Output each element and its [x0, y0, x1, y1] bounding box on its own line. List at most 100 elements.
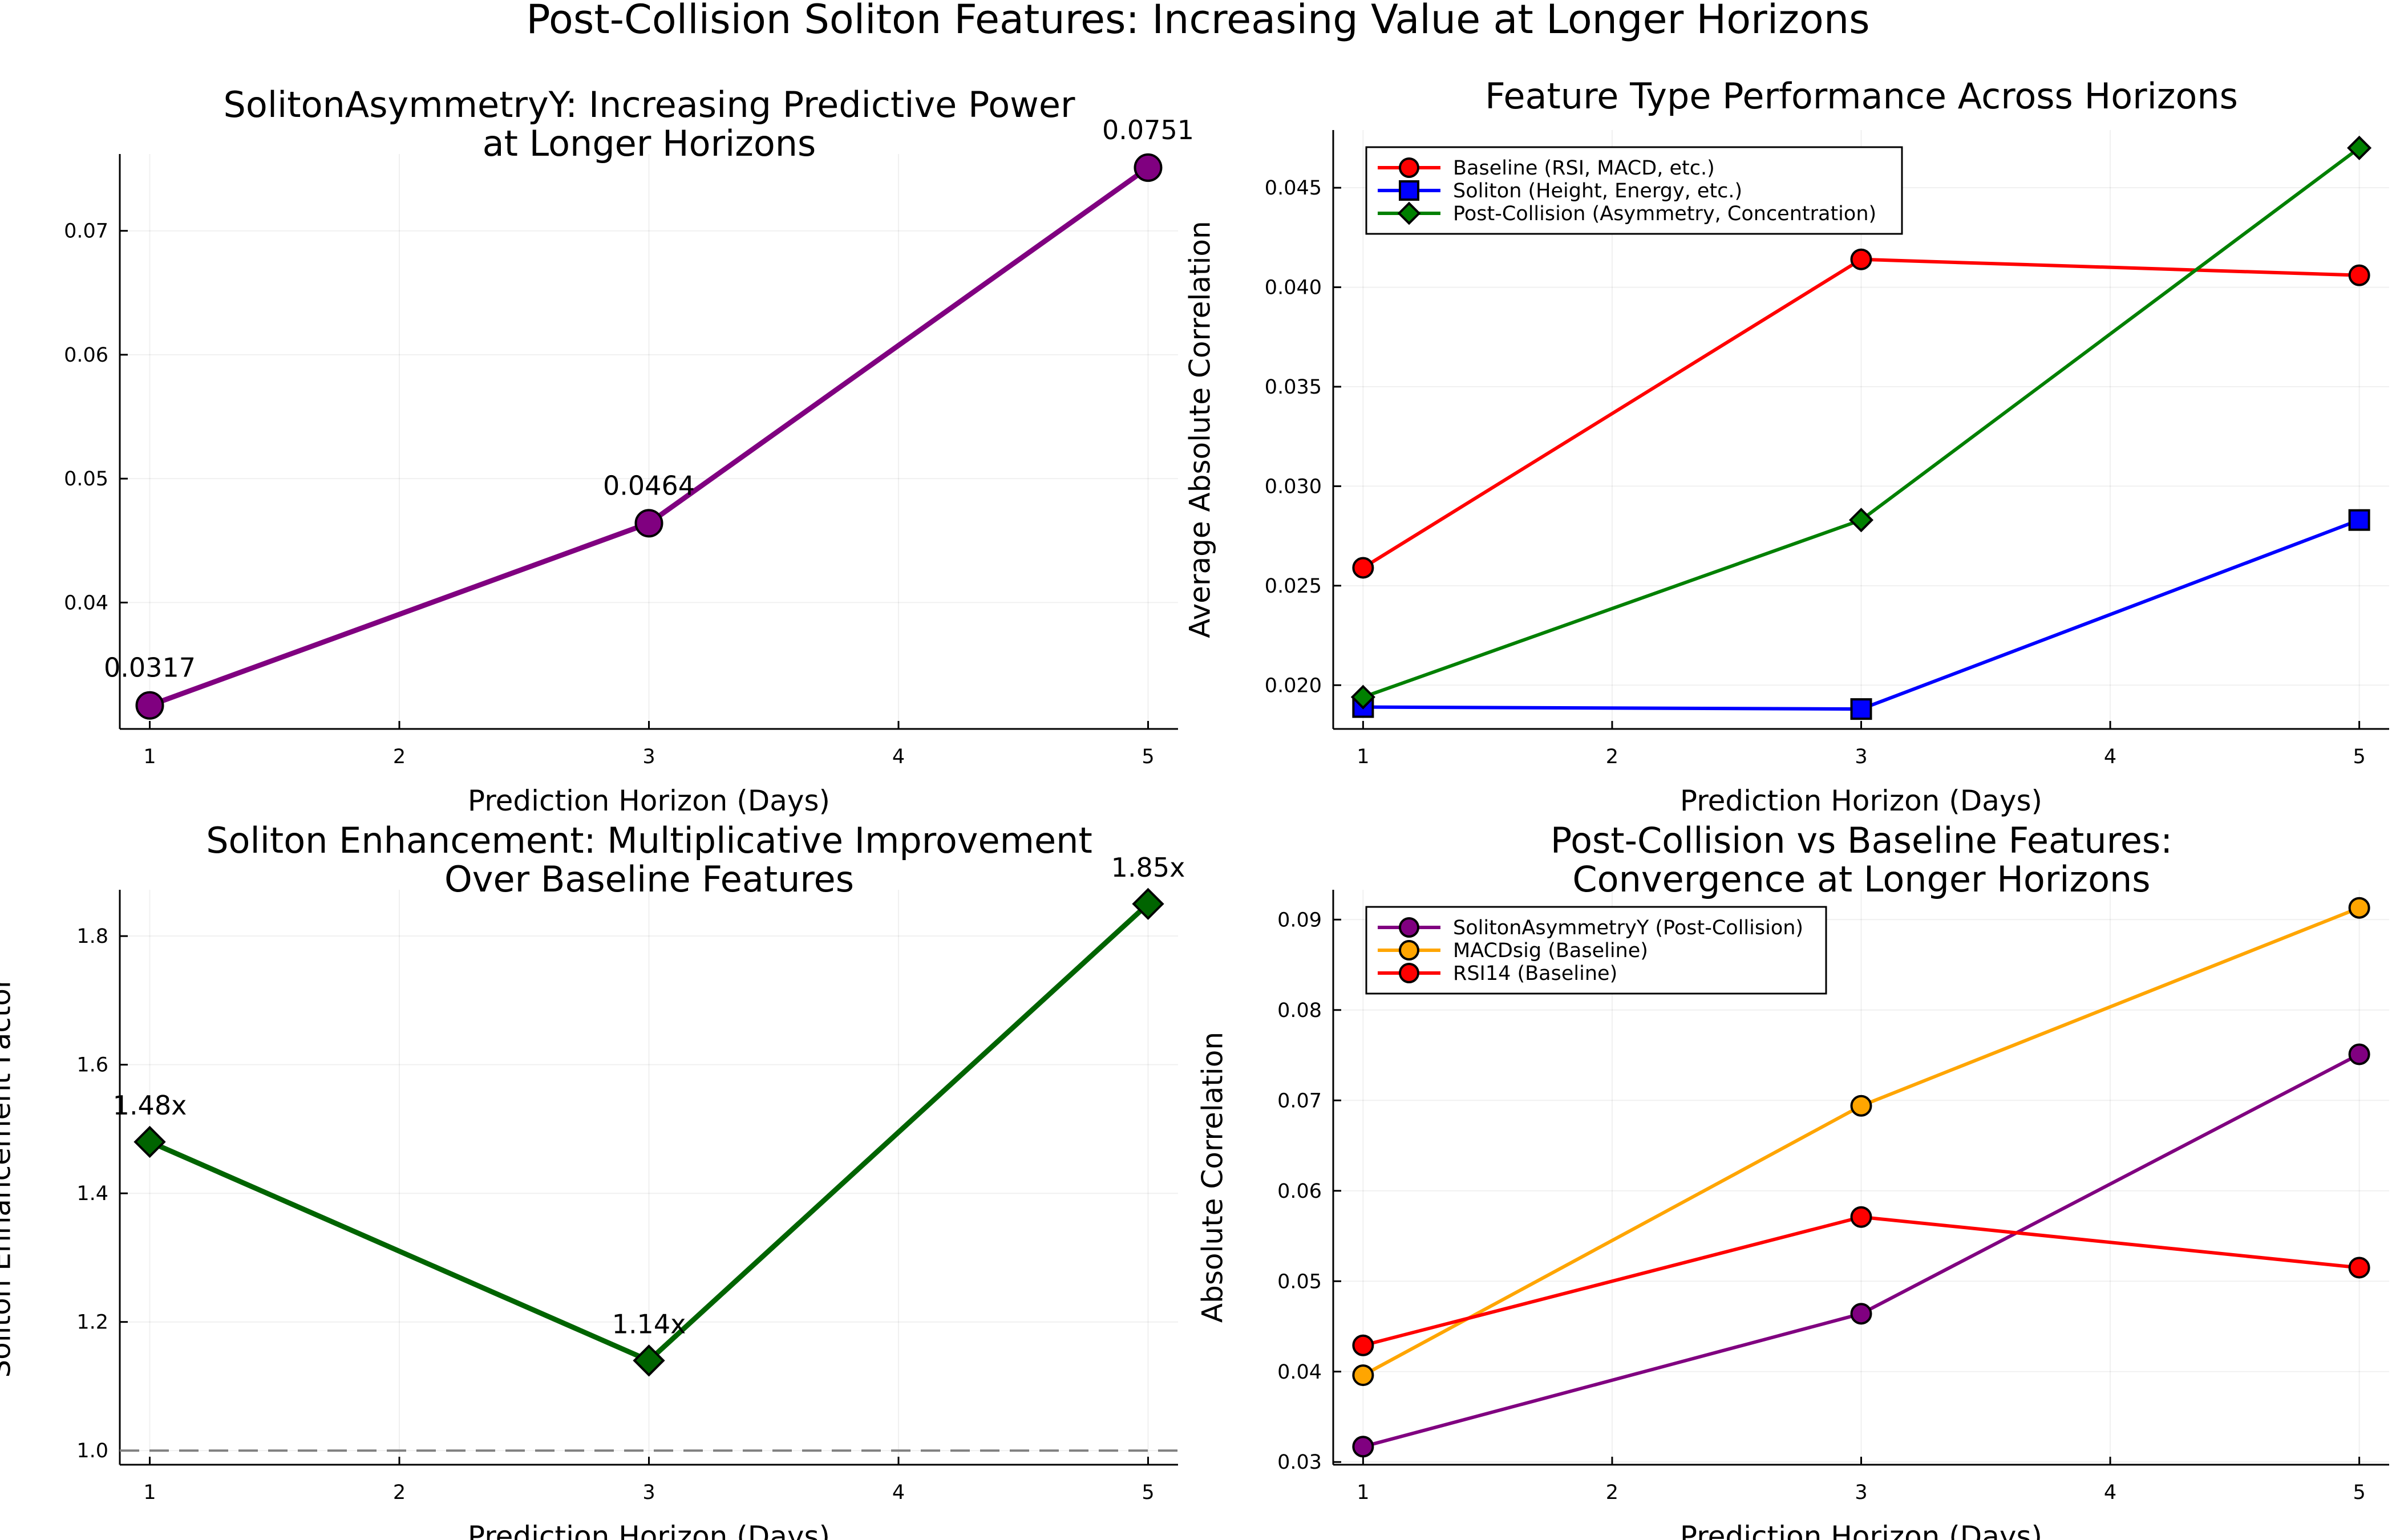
y-tick-label: 0.05 — [64, 468, 108, 491]
legend-label: Post-Collision (Asymmetry, Concentration… — [1453, 202, 1876, 225]
y-axis-label: Average Absolute Correlation — [1184, 221, 1217, 638]
legend-marker — [1397, 201, 1421, 225]
y-tick-label: 0.04 — [1277, 1361, 1322, 1384]
x-tick-label: 1 — [1357, 1481, 1369, 1504]
y-tick-label: 1.4 — [76, 1182, 108, 1205]
data-label: 1.85x — [1111, 852, 1185, 883]
x-axis-label: Prediction Horizon (Days) — [468, 1520, 830, 1540]
y-tick-label: 0.09 — [1277, 909, 1322, 931]
y-tick-label: 0.035 — [1265, 376, 1322, 399]
chart-panel-3: Soliton Enhancement: Multiplicative Impr… — [0, 820, 1185, 1540]
legend-label: SolitonAsymmetryY (Post-Collision) — [1453, 917, 1803, 939]
legend: Baseline (RSI, MACD, etc.)Soliton (Heigh… — [1365, 146, 1903, 235]
x-axis-label: Prediction Horizon (Days) — [1680, 1520, 2042, 1540]
chart-title-line: Convergence at Longer Horizons — [1572, 858, 2150, 900]
y-tick-label: 0.030 — [1265, 475, 1322, 498]
x-tick-label: 4 — [2104, 1481, 2116, 1504]
y-tick-label: 0.04 — [64, 591, 108, 614]
chart-title-line: Post-Collision vs Baseline Features: — [1551, 820, 2172, 861]
x-tick-label: 4 — [892, 745, 905, 768]
x-tick-label: 5 — [1142, 745, 1154, 768]
y-tick-label: 0.06 — [1277, 1180, 1322, 1203]
data-point — [1848, 508, 1874, 533]
legend-marker — [1399, 963, 1419, 983]
x-tick-label: 3 — [642, 1481, 655, 1504]
data-point — [1850, 1206, 1872, 1228]
y-tick-label: 0.03 — [1277, 1451, 1322, 1474]
x-axis-label: Prediction Horizon (Days) — [468, 784, 830, 817]
x-tick-label: 2 — [1606, 745, 1618, 768]
x-tick-label: 2 — [393, 745, 406, 768]
x-tick-label: 4 — [892, 1481, 905, 1504]
data-point — [1850, 248, 1872, 270]
chart-title-line: at Longer Horizons — [483, 123, 816, 164]
data-point — [1352, 1436, 1374, 1458]
y-tick-label: 1.0 — [76, 1440, 108, 1462]
y-tick-label: 0.06 — [64, 344, 108, 367]
legend-marker — [1399, 940, 1419, 961]
data-point — [1850, 698, 1872, 720]
data-label: 0.0751 — [1102, 115, 1194, 145]
y-tick-label: 0.020 — [1265, 674, 1322, 697]
chart-title-line: Over Baseline Features — [444, 858, 854, 900]
data-point — [2348, 897, 2370, 919]
legend-label: Soliton (Height, Energy, etc.) — [1453, 180, 1742, 202]
y-tick-label: 1.8 — [76, 925, 108, 948]
data-point — [1850, 1303, 1872, 1325]
x-tick-label: 5 — [1142, 1481, 1154, 1504]
data-point — [135, 691, 164, 720]
x-tick-label: 1 — [143, 1481, 156, 1504]
legend-box — [1365, 906, 1827, 995]
data-point — [2348, 1043, 2370, 1065]
y-axis-label: Absolute Correlation — [1196, 1032, 1229, 1323]
data-label: 0.0317 — [104, 653, 196, 683]
x-tick-label: 3 — [642, 745, 655, 768]
data-point — [2347, 135, 2372, 160]
data-point — [1352, 1334, 1374, 1356]
figure-title: Post-Collision Soliton Features: Increas… — [526, 0, 1869, 43]
data-point — [2348, 1257, 2370, 1279]
legend-label: RSI14 (Baseline) — [1453, 962, 1617, 985]
chart-panel-4: Post-Collision vs Baseline Features:Conv… — [1196, 820, 2389, 1540]
y-tick-label: 0.045 — [1265, 177, 1322, 200]
data-point — [133, 1125, 166, 1158]
x-tick-label: 3 — [1855, 1481, 1867, 1504]
x-tick-label: 1 — [1357, 745, 1369, 768]
chart-title-line: Soliton Enhancement: Multiplicative Impr… — [206, 820, 1092, 861]
data-point — [1350, 684, 1375, 710]
legend-marker — [1399, 157, 1419, 178]
data-point — [1132, 887, 1164, 920]
data-point — [633, 1344, 665, 1377]
data-label: 1.48x — [113, 1090, 187, 1121]
legend-marker — [1399, 180, 1419, 201]
legend-marker — [1399, 917, 1419, 938]
y-tick-label: 0.025 — [1265, 575, 1322, 598]
y-tick-label: 1.6 — [76, 1054, 108, 1077]
legend-label: MACDsig (Baseline) — [1453, 939, 1648, 962]
data-point — [634, 509, 663, 538]
data-point — [1352, 1364, 1374, 1387]
chart-title-line: SolitonAsymmetryY: Increasing Predictive… — [224, 84, 1075, 125]
data-point — [2348, 509, 2370, 531]
chart-panel-1: SolitonAsymmetryY: Increasing Predictive… — [64, 84, 1194, 817]
y-tick-label: 0.040 — [1265, 277, 1322, 299]
y-tick-label: 1.2 — [76, 1311, 108, 1334]
legend-box — [1365, 146, 1903, 235]
y-tick-label: 0.05 — [1277, 1270, 1322, 1293]
data-point — [1134, 153, 1163, 182]
y-tick-label: 0.07 — [64, 220, 108, 243]
x-tick-label: 2 — [393, 1481, 406, 1504]
x-tick-label: 5 — [2353, 745, 2365, 768]
x-axis-label: Prediction Horizon (Days) — [1680, 784, 2042, 817]
x-tick-label: 5 — [2353, 1481, 2365, 1504]
chart-panel-2: Feature Type Performance Across Horizons… — [1184, 75, 2389, 817]
x-tick-label: 2 — [1606, 1481, 1618, 1504]
data-label: 1.14x — [612, 1308, 686, 1339]
data-point — [1352, 557, 1374, 579]
y-tick-label: 0.08 — [1277, 999, 1322, 1022]
y-axis-label: Soliton Enhancement Factor — [0, 976, 17, 1378]
data-label: 0.0464 — [603, 470, 695, 501]
x-tick-label: 1 — [143, 745, 156, 768]
chart-title-line: Feature Type Performance Across Horizons — [1485, 75, 2238, 117]
